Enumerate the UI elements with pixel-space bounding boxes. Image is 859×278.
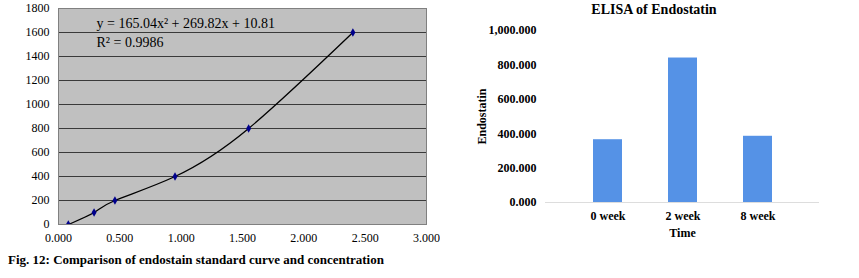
svg-text:8 week: 8 week: [741, 209, 776, 223]
svg-text:200: 200: [32, 193, 50, 207]
svg-text:2 week: 2 week: [666, 209, 701, 223]
svg-text:1.000: 1.000: [168, 231, 195, 245]
svg-text:Endostatin: Endostatin: [475, 88, 489, 144]
svg-text:1,000.000: 1,000.000: [489, 23, 537, 37]
svg-text:1200: 1200: [26, 73, 50, 87]
svg-text:0.000: 0.000: [510, 195, 537, 209]
svg-text:400: 400: [32, 169, 50, 183]
html-text:ELISA of Endostatin: ELISA of Endostatin: [591, 2, 717, 17]
svg-text:600.000: 600.000: [498, 92, 537, 106]
svg-text:0.000: 0.000: [45, 231, 72, 245]
html-text:Fig. 12: Comparison of endosta: Fig. 12: Comparison of endostain standar…: [8, 252, 384, 267]
svg-text:2.000: 2.000: [290, 231, 317, 245]
svg-text:3.000: 3.000: [413, 231, 440, 245]
svg-text:Time: Time: [669, 226, 696, 240]
svg-text:800.000: 800.000: [498, 58, 537, 72]
svg-text:0 week: 0 week: [591, 209, 626, 223]
svg-text:800: 800: [32, 121, 50, 135]
svg-text:1600: 1600: [26, 25, 50, 39]
svg-text:1.500: 1.500: [229, 231, 256, 245]
svg-text:R² = 0.9986: R² = 0.9986: [97, 35, 164, 50]
svg-text:1000: 1000: [26, 97, 50, 111]
svg-text:200.000: 200.000: [498, 161, 537, 175]
svg-text:1800: 1800: [26, 1, 50, 15]
svg-text:2.500: 2.500: [352, 231, 379, 245]
svg-text:y = 165.04x² + 269.82x + 10.81: y = 165.04x² + 269.82x + 10.81: [97, 16, 275, 31]
svg-text:600: 600: [32, 145, 50, 159]
svg-text:0.500: 0.500: [106, 231, 133, 245]
svg-text:400.000: 400.000: [498, 127, 537, 141]
svg-text:0: 0: [44, 217, 50, 231]
svg-text:1400: 1400: [26, 49, 50, 63]
